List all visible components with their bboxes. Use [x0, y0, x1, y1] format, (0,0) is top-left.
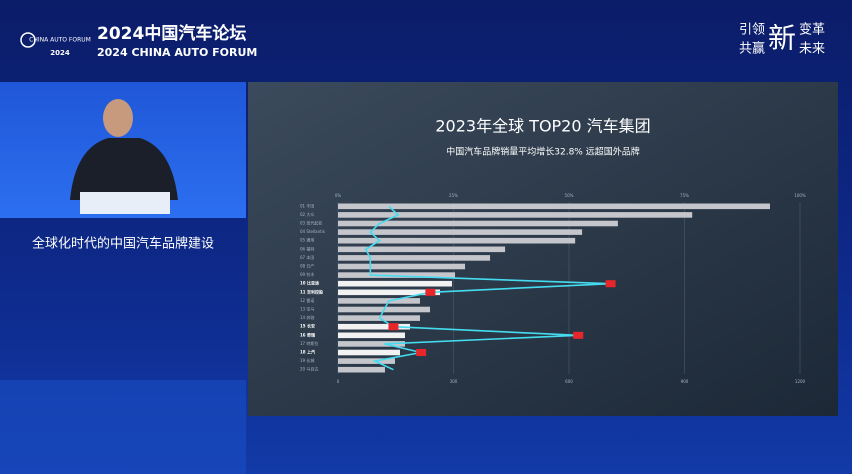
bar: [338, 212, 693, 218]
logo-text: CHINA AUTO FORUM: [29, 37, 91, 44]
bar: [338, 272, 456, 278]
category-label: 17 特斯拉: [300, 340, 318, 346]
slogan: 变革: [799, 22, 825, 38]
bar: [338, 229, 583, 235]
growth-marker: [388, 323, 399, 331]
x2-tick-label: 75%: [680, 193, 689, 198]
slogan-big: 新: [768, 22, 796, 55]
bar: [338, 289, 441, 296]
category-label: 10 比亚迪: [300, 280, 319, 286]
category-label: 01 丰田: [300, 202, 314, 208]
growth-line: [364, 205, 611, 371]
x-tick-label: 900: [681, 379, 689, 384]
bar: [338, 237, 576, 244]
growth-marker: [573, 331, 584, 339]
bar: [338, 255, 491, 261]
bar: [338, 298, 421, 304]
logo-year: 2024: [50, 49, 70, 57]
category-label: 13 宝马: [300, 306, 314, 312]
bar: [338, 358, 395, 364]
chart-subtitle: 中国汽车品牌销量平均增长32.8% 远超国外品牌: [446, 146, 639, 158]
category-label: 11 吉利控股: [300, 288, 323, 294]
bar: [338, 203, 770, 210]
slogan: 引领: [739, 23, 765, 38]
bar: [338, 323, 410, 330]
category-label: 03 现代起亚: [300, 220, 322, 226]
x-tick-label: 300: [450, 379, 458, 384]
x-tick-label: 600: [565, 379, 573, 384]
header-title: 2024中国汽车论坛: [97, 23, 246, 44]
category-label: 15 长安: [300, 323, 315, 329]
bar: [338, 341, 405, 347]
category-label: 04 Stellantis: [300, 229, 325, 234]
podium: [80, 192, 170, 214]
category-label: 18 上汽: [300, 349, 315, 355]
bar: [338, 246, 506, 253]
slogan: 共赢: [739, 41, 765, 57]
category-label: 07 本田: [300, 254, 314, 260]
category-label: 05 通用: [300, 237, 314, 243]
city-art: [0, 380, 246, 474]
bar: [338, 220, 618, 227]
x2-tick-label: 25%: [449, 193, 458, 198]
category-label: 14 奔驰: [300, 314, 314, 320]
category-label: 16 奇瑞: [300, 331, 315, 337]
caption: 全球化时代的中国汽车品牌建设: [32, 236, 214, 252]
bar: [338, 366, 385, 373]
slogan: 未来: [799, 42, 825, 57]
x-tick-label: 1200: [795, 379, 806, 384]
speaker: [70, 138, 178, 200]
x-tick-label: 0: [337, 379, 340, 384]
header-subtitle: 2024 CHINA AUTO FORUM: [97, 46, 257, 59]
bar: [338, 263, 466, 270]
plot: 0 300 600 900 1200 0% 25% 50% 75% 100% 01 丰田 02 大众 0…: [300, 193, 806, 384]
category-label: 08 日产: [300, 263, 314, 269]
category-label: 20 马自达: [300, 366, 318, 372]
x2-tick-label: 0%: [335, 193, 342, 198]
category-label: 06 福特: [300, 245, 314, 251]
x2-tick-label: 100%: [794, 193, 806, 198]
speaker-head: [103, 99, 133, 137]
growth-marker: [425, 288, 436, 296]
category-label: 02 大众: [300, 211, 314, 217]
growth-marker: [416, 349, 427, 356]
category-label: 12 雷诺: [300, 297, 314, 303]
chart-title: 2023年全球 TOP20 汽车集团: [435, 117, 650, 136]
category-label: 09 铃木: [300, 271, 314, 277]
bar: [338, 280, 452, 287]
bar: [338, 349, 400, 356]
category-label: 19 长城: [300, 357, 314, 363]
bar: [338, 332, 405, 339]
growth-marker: [605, 280, 616, 288]
logo-ring: [20, 32, 36, 48]
x2-tick-label: 50%: [565, 193, 574, 198]
